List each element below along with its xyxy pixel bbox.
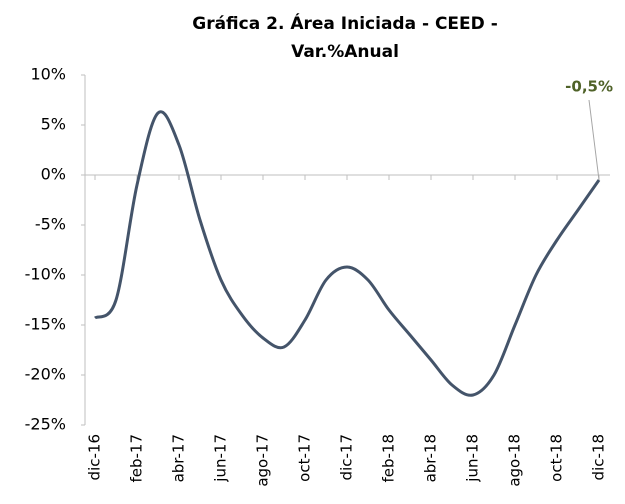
- x-tick-label: dic-17: [338, 434, 356, 480]
- y-tick-label: -5%: [35, 215, 66, 234]
- y-tick-label: -10%: [25, 265, 66, 284]
- chart-title: Var.%Anual: [291, 42, 399, 62]
- y-tick-label: 5%: [41, 115, 66, 134]
- y-tick-label: -15%: [25, 315, 66, 334]
- data-label: -0,5%: [565, 78, 613, 96]
- chart-title: Gráfica 2. Área Iniciada - CEED -: [192, 12, 498, 34]
- x-tick-label: ago-17: [254, 434, 272, 487]
- x-tick-label: dic-16: [86, 434, 104, 480]
- x-tick-label: jun-17: [212, 434, 230, 483]
- y-tick-label: 0%: [41, 165, 66, 184]
- y-tick-label: -20%: [25, 365, 66, 384]
- x-tick-label: ago-18: [506, 434, 524, 487]
- x-tick-label: dic-18: [590, 434, 608, 480]
- x-tick-label: oct-18: [548, 434, 566, 482]
- y-tick-label: 10%: [30, 65, 66, 84]
- x-tick-label: abr-18: [422, 434, 440, 482]
- x-tick-label: abr-17: [170, 434, 188, 482]
- x-tick-label: feb-18: [380, 434, 398, 483]
- x-tick-label: feb-17: [128, 434, 146, 483]
- x-tick-label: jun-18: [464, 434, 482, 483]
- leader-line: [588, 99, 600, 181]
- x-tick-label: oct-17: [296, 434, 314, 482]
- y-tick-label: -25%: [25, 415, 66, 434]
- line-series: [94, 110, 601, 397]
